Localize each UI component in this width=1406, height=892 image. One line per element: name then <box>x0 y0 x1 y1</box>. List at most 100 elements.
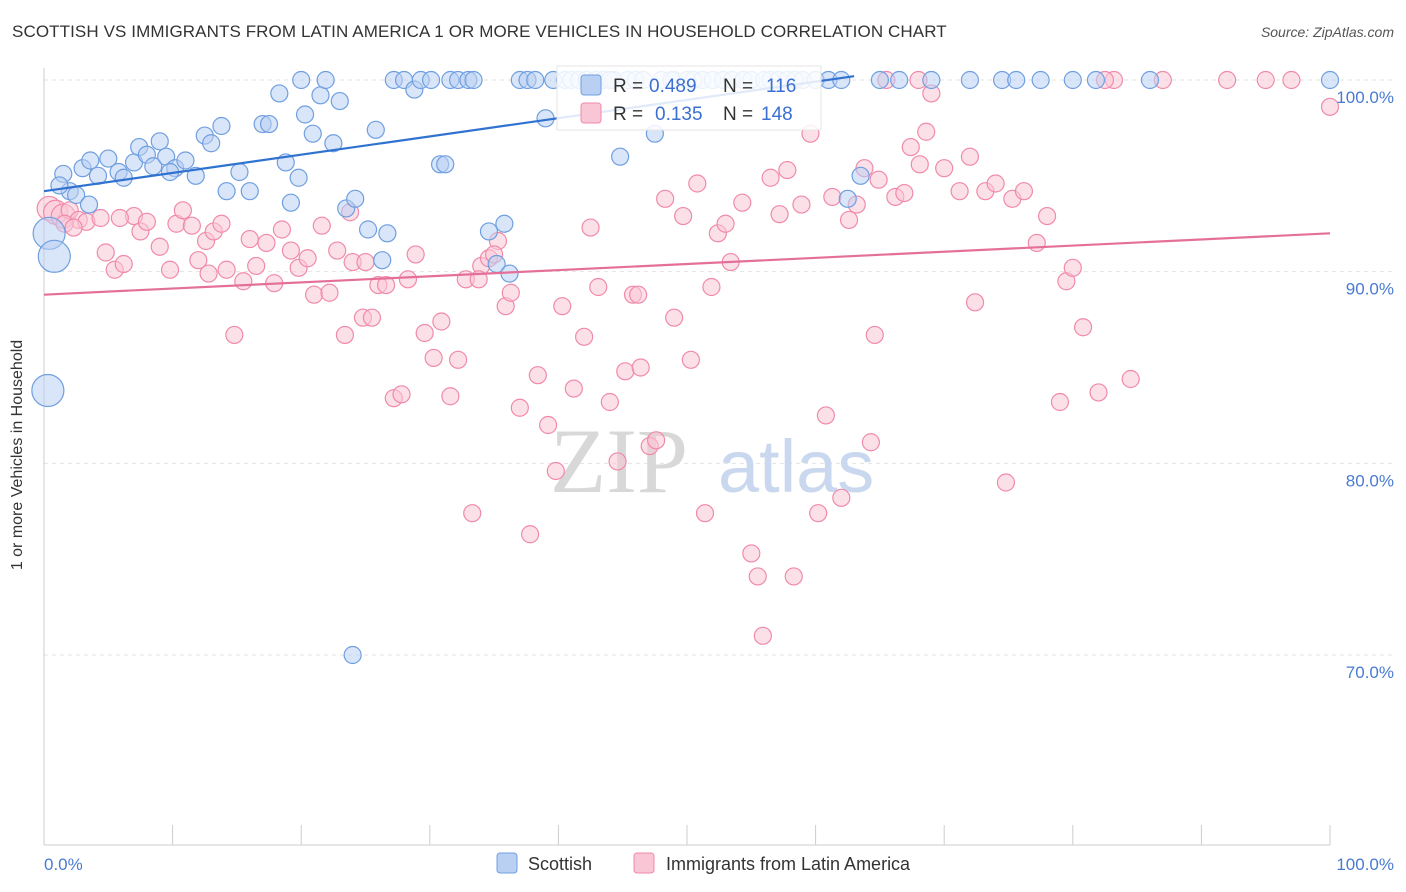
scottish-point-104 <box>1031 70 1050 90</box>
scottish-point-55 <box>464 70 483 90</box>
latin-point-99 <box>832 488 851 507</box>
latin-point-110 <box>917 122 936 141</box>
latin-point-120 <box>1014 182 1034 201</box>
scottish-points <box>31 70 1340 665</box>
scottish-point-31 <box>281 193 301 212</box>
scottish-point-29 <box>270 84 289 103</box>
scottish-point-37 <box>324 134 343 153</box>
scottish-point-43 <box>373 251 392 270</box>
latin-point-9 <box>114 254 133 274</box>
latin-point-107 <box>895 183 914 203</box>
latin-point-91 <box>770 205 789 224</box>
x-tick-labels: 0.0% 100.0% <box>44 855 1394 874</box>
latin-point-51 <box>448 350 468 369</box>
scottish-point-35 <box>311 86 330 105</box>
scottish-point-112 <box>79 195 99 214</box>
x-tick-label-max: 100.0% <box>1336 855 1394 874</box>
latin-point-12 <box>137 212 156 231</box>
latin-point-94 <box>792 195 811 214</box>
y-tick-label-2: 80.0% <box>1346 471 1394 490</box>
scottish-point-109 <box>343 645 362 665</box>
axes <box>43 68 1331 846</box>
scottish-point-107 <box>1140 70 1160 90</box>
latin-point-97 <box>816 406 835 425</box>
latin-point-7 <box>96 243 115 262</box>
latin-point-114 <box>960 147 980 166</box>
scottish-point-38 <box>330 91 349 111</box>
latin-point-103 <box>861 433 880 452</box>
latin-point-137 <box>110 208 129 228</box>
latin-point-22 <box>217 260 236 279</box>
scottish-point-98 <box>870 70 890 90</box>
latin-point-126 <box>1073 318 1093 337</box>
y-tick-label-1: 90.0% <box>1346 280 1394 299</box>
latin-trend-line <box>43 232 1331 296</box>
latin-point-27 <box>257 233 276 253</box>
latin-point-100 <box>839 210 859 230</box>
latin-point-65 <box>564 379 583 398</box>
scottish-point-62 <box>526 70 545 90</box>
latin-point-78 <box>674 206 693 226</box>
latin-point-42 <box>376 275 396 295</box>
scottish-point-34 <box>303 124 322 143</box>
latin-point-18 <box>189 251 208 270</box>
latin-point-37 <box>335 325 355 345</box>
latin-point-25 <box>240 229 259 249</box>
scottish-point-7 <box>81 151 100 170</box>
latin-point-133 <box>1282 70 1301 90</box>
scottish-point-95 <box>832 70 851 90</box>
latin-point-80 <box>688 174 707 193</box>
latin-point-115 <box>965 293 985 312</box>
scottish-point-19 <box>176 151 195 170</box>
scottish-point-40 <box>346 189 365 208</box>
legend-n-label-scottish: N = <box>723 76 753 97</box>
legend-swatch-latin <box>580 102 602 124</box>
latin-point-144 <box>199 264 218 283</box>
scottish-point-23 <box>212 116 231 136</box>
latin-point-108 <box>901 137 920 157</box>
scottish-point-99 <box>890 70 909 90</box>
y-tick-labels: 100.0% 90.0% 80.0% 70.0% <box>1336 88 1394 682</box>
latin-point-118 <box>996 473 1016 492</box>
latin-point-89 <box>753 626 772 645</box>
scottish-point-26 <box>240 182 259 201</box>
latin-point-69 <box>600 392 619 412</box>
latin-point-93 <box>784 567 803 586</box>
scottish-point-105 <box>1063 70 1082 90</box>
latin-point-33 <box>304 285 324 304</box>
latin-point-127 <box>1089 383 1108 402</box>
latin-point-67 <box>581 218 600 237</box>
latin-point-146 <box>64 218 83 237</box>
latin-point-66 <box>575 327 594 346</box>
latin-point-35 <box>320 283 339 302</box>
latin-point-60 <box>521 525 540 544</box>
watermark-atlas: atlas <box>718 425 874 508</box>
scottish-point-96 <box>838 189 857 208</box>
latin-point-50 <box>441 387 460 406</box>
stats-legend: R = 0.489 N = 116 R = 0.135 N = 148 <box>556 65 822 131</box>
latin-point-92 <box>778 160 797 180</box>
latin-point-82 <box>702 277 721 297</box>
scottish-point-2 <box>31 373 65 408</box>
bottom-legend-swatch-latin <box>633 852 655 874</box>
y-tick-label-0: 100.0% <box>1336 88 1394 107</box>
latin-point-90 <box>761 168 780 187</box>
latin-point-49 <box>432 312 451 331</box>
scottish-point-103 <box>1007 70 1026 90</box>
scottish-point-110 <box>292 70 311 90</box>
bottom-legend-latin: Immigrants from Latin America <box>666 854 911 874</box>
latin-point-73 <box>631 358 650 377</box>
watermark: ZIP atlas <box>550 410 874 512</box>
latin-point-123 <box>1050 392 1070 412</box>
latin-point-132 <box>1256 70 1275 90</box>
latin-point-79 <box>681 350 700 369</box>
latin-point-87 <box>742 544 761 563</box>
scottish-point-58 <box>495 214 514 233</box>
latin-point-46 <box>406 245 425 264</box>
latin-point-61 <box>528 366 547 385</box>
scottish-point-111 <box>50 176 69 195</box>
latin-point-104 <box>865 325 884 345</box>
latin-point-113 <box>950 182 969 201</box>
legend-r-latin: 0.135 <box>655 104 703 125</box>
latin-point-34 <box>312 216 331 235</box>
